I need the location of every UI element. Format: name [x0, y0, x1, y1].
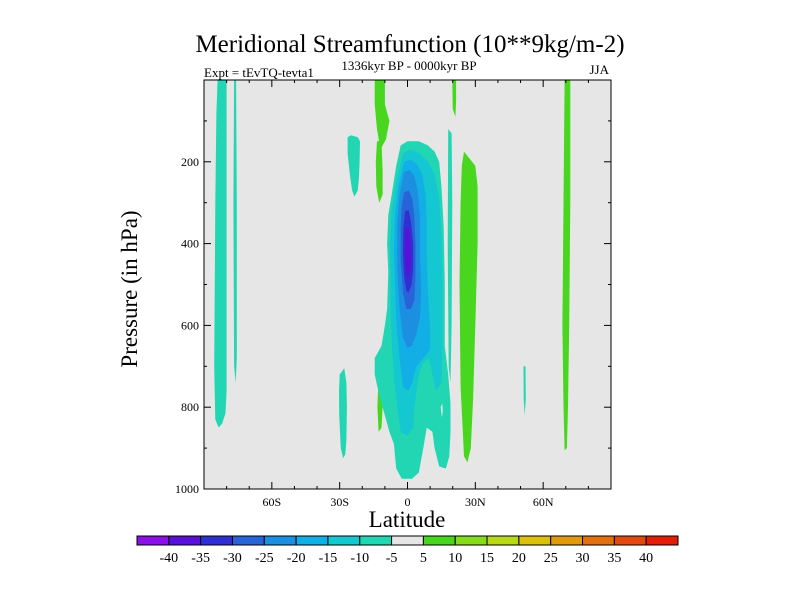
colorbar-label: 30 — [576, 551, 590, 566]
colorbar-label: 15 — [480, 551, 494, 566]
y-axis-ticks: 200 400 600 800 1000 — [175, 120, 611, 496]
colorbar-swatch — [136, 535, 170, 546]
season-label: JJA — [589, 62, 609, 77]
colorbar-label: -30 — [223, 551, 242, 566]
cell-35s-upper — [347, 135, 360, 197]
x-tick-label: 60S — [262, 495, 281, 509]
y-tick-label: 800 — [181, 400, 199, 414]
y-tick-label: 200 — [181, 155, 199, 169]
colorbar-swatch — [231, 535, 265, 546]
y-tick-label: 600 — [181, 318, 199, 332]
colorbar-swatch — [422, 535, 456, 546]
colorbar-label: -40 — [159, 551, 178, 566]
colorbar-swatch — [391, 535, 424, 546]
cell-30s-lower — [339, 368, 347, 459]
colorbar-swatch — [359, 535, 393, 546]
cell-15s-upper — [374, 80, 390, 150]
colorbar-swatch — [518, 535, 552, 546]
colorbar-label: -35 — [191, 551, 210, 566]
cell-60s-thin — [233, 80, 237, 383]
colorbar-swatch — [327, 535, 361, 546]
colorbar-swatch — [645, 535, 679, 546]
colorbar-label: 25 — [544, 551, 558, 566]
colorbar-label: -25 — [255, 551, 274, 566]
contour-regions — [214, 80, 571, 479]
equatorial-cell-l7 — [404, 227, 411, 279]
colorbar-swatch — [168, 535, 202, 546]
chart-title: Meridional Streamfunction (10**9kg/m-2) — [195, 31, 624, 58]
x-axis-label: Latitude — [369, 507, 446, 532]
colorbar: -40 -35 -30 -25 -20 -15 -10 -5 5 10 15 20 25 30 35 40 — [136, 535, 679, 566]
x-tick-label: 0 — [405, 495, 411, 509]
colorbar-swatch — [454, 535, 488, 546]
colorbar-label: -20 — [287, 551, 306, 566]
y-tick-label: 1000 — [175, 482, 199, 496]
colorbar-label: 35 — [607, 551, 621, 566]
colorbar-swatch — [200, 535, 233, 546]
cell-20n-upper — [452, 80, 457, 117]
x-tick-label: 60N — [533, 495, 554, 509]
x-tick-label: 30N — [465, 495, 486, 509]
colorbar-swatch — [486, 535, 520, 546]
colorbar-label: 40 — [639, 551, 653, 566]
cell-50n-line — [523, 366, 526, 416]
colorbar-label: -5 — [386, 551, 398, 566]
colorbar-label: -10 — [350, 551, 369, 566]
cell-70n-band — [562, 80, 571, 451]
cell-60s-band — [214, 80, 227, 428]
cell-15n-low — [440, 403, 443, 418]
colorbar-label: 10 — [448, 551, 462, 566]
colorbar-swatch — [550, 535, 584, 546]
colorbar-swatch — [613, 535, 647, 546]
y-axis-label: Pressure (in hPa) — [117, 210, 142, 367]
experiment-label: Expt = tEvTQ-tevta1 — [204, 65, 314, 80]
cell-30n-thin — [447, 129, 453, 383]
colorbar-swatch — [582, 535, 615, 546]
time-range-subtitle: 1336kyr BP - 0000kyr BP — [341, 58, 476, 73]
colorbar-label: 5 — [420, 551, 427, 566]
colorbar-label: 20 — [512, 551, 526, 566]
colorbar-swatch — [263, 535, 297, 546]
cell-25n-band — [459, 151, 478, 463]
x-axis-ticks: 60S 30S 0 30N 60N — [226, 80, 589, 509]
colorbar-swatch — [295, 535, 329, 546]
cell-15s-mid — [375, 141, 383, 203]
y-tick-label: 400 — [181, 237, 199, 251]
colorbar-label: -15 — [319, 551, 338, 566]
x-tick-label: 30S — [330, 495, 349, 509]
